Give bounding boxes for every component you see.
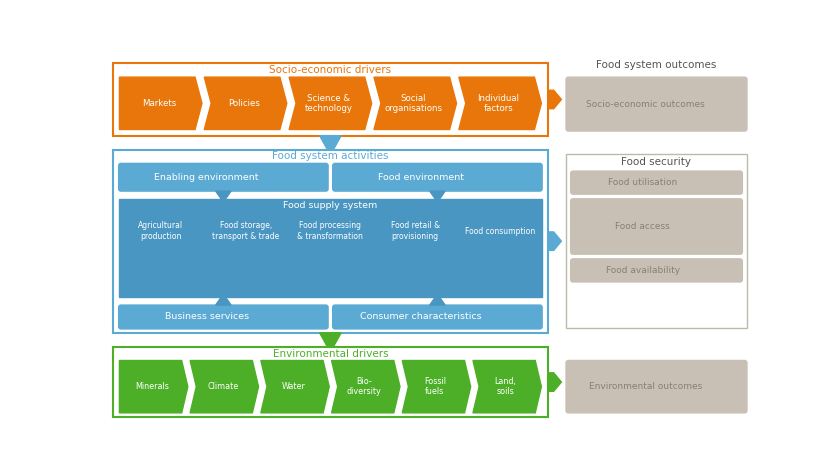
Polygon shape [549, 373, 561, 391]
Polygon shape [549, 232, 561, 250]
FancyBboxPatch shape [566, 77, 747, 131]
Text: Policies: Policies [228, 99, 260, 108]
Polygon shape [402, 360, 470, 413]
Text: Food system activities: Food system activities [272, 151, 389, 161]
Polygon shape [261, 360, 329, 413]
Polygon shape [332, 360, 400, 413]
Text: Food supply system: Food supply system [283, 201, 377, 210]
Text: Food availability: Food availability [606, 266, 680, 275]
Polygon shape [430, 298, 445, 305]
FancyBboxPatch shape [333, 305, 542, 329]
Text: Socio-economic drivers: Socio-economic drivers [270, 65, 391, 75]
Text: Food storage,
transport & trade: Food storage, transport & trade [212, 221, 280, 241]
Text: Fossil
fuels: Fossil fuels [424, 377, 446, 397]
Text: Socio-economic outcomes: Socio-economic outcomes [586, 99, 705, 109]
Polygon shape [320, 333, 341, 347]
Text: Social
organisations: Social organisations [385, 94, 443, 113]
Text: Food consumption: Food consumption [465, 227, 535, 236]
Polygon shape [320, 136, 341, 149]
Text: Bio-
diversity: Bio- diversity [347, 377, 381, 397]
Text: Land,
soils: Land, soils [495, 377, 517, 397]
Polygon shape [216, 298, 231, 305]
Polygon shape [190, 360, 259, 413]
Text: Food utilisation: Food utilisation [608, 178, 677, 187]
FancyBboxPatch shape [566, 360, 747, 413]
Polygon shape [289, 77, 371, 129]
Text: Food system outcomes: Food system outcomes [596, 60, 717, 70]
Bar [113, 347, 548, 417]
Text: Minerals: Minerals [135, 382, 169, 391]
FancyBboxPatch shape [570, 171, 743, 194]
Text: Climate: Climate [207, 382, 239, 391]
FancyBboxPatch shape [333, 163, 542, 191]
Text: Food processing
& transformation: Food processing & transformation [297, 221, 364, 241]
Text: Environmental outcomes: Environmental outcomes [589, 382, 702, 391]
Text: Business services: Business services [165, 313, 249, 321]
Bar [113, 63, 548, 136]
Bar [118, 199, 542, 298]
Polygon shape [459, 77, 542, 129]
FancyBboxPatch shape [570, 199, 743, 254]
Polygon shape [204, 77, 286, 129]
Polygon shape [216, 191, 231, 199]
Polygon shape [119, 360, 188, 413]
Text: Markets: Markets [142, 99, 176, 108]
Polygon shape [374, 77, 456, 129]
Text: Enabling environment: Enabling environment [155, 173, 259, 182]
Polygon shape [119, 77, 202, 129]
Polygon shape [430, 191, 445, 199]
Text: Water: Water [281, 382, 306, 391]
FancyBboxPatch shape [118, 163, 328, 191]
Text: Food security: Food security [622, 157, 691, 167]
FancyBboxPatch shape [570, 259, 743, 282]
Text: Agricultural
production: Agricultural production [139, 221, 184, 241]
Bar [566, 154, 747, 328]
Text: Individual
factors: Individual factors [477, 94, 519, 113]
Text: Food access: Food access [616, 222, 670, 231]
FancyBboxPatch shape [118, 305, 328, 329]
Text: Food retail &
provisioning: Food retail & provisioning [391, 221, 439, 241]
Text: Consumer characteristics: Consumer characteristics [360, 313, 481, 321]
Polygon shape [473, 360, 542, 413]
Text: Environmental drivers: Environmental drivers [273, 348, 388, 358]
Bar [113, 149, 548, 333]
Text: Science &
technology: Science & technology [305, 94, 353, 113]
Text: Food environment: Food environment [378, 173, 464, 182]
Polygon shape [549, 90, 561, 109]
